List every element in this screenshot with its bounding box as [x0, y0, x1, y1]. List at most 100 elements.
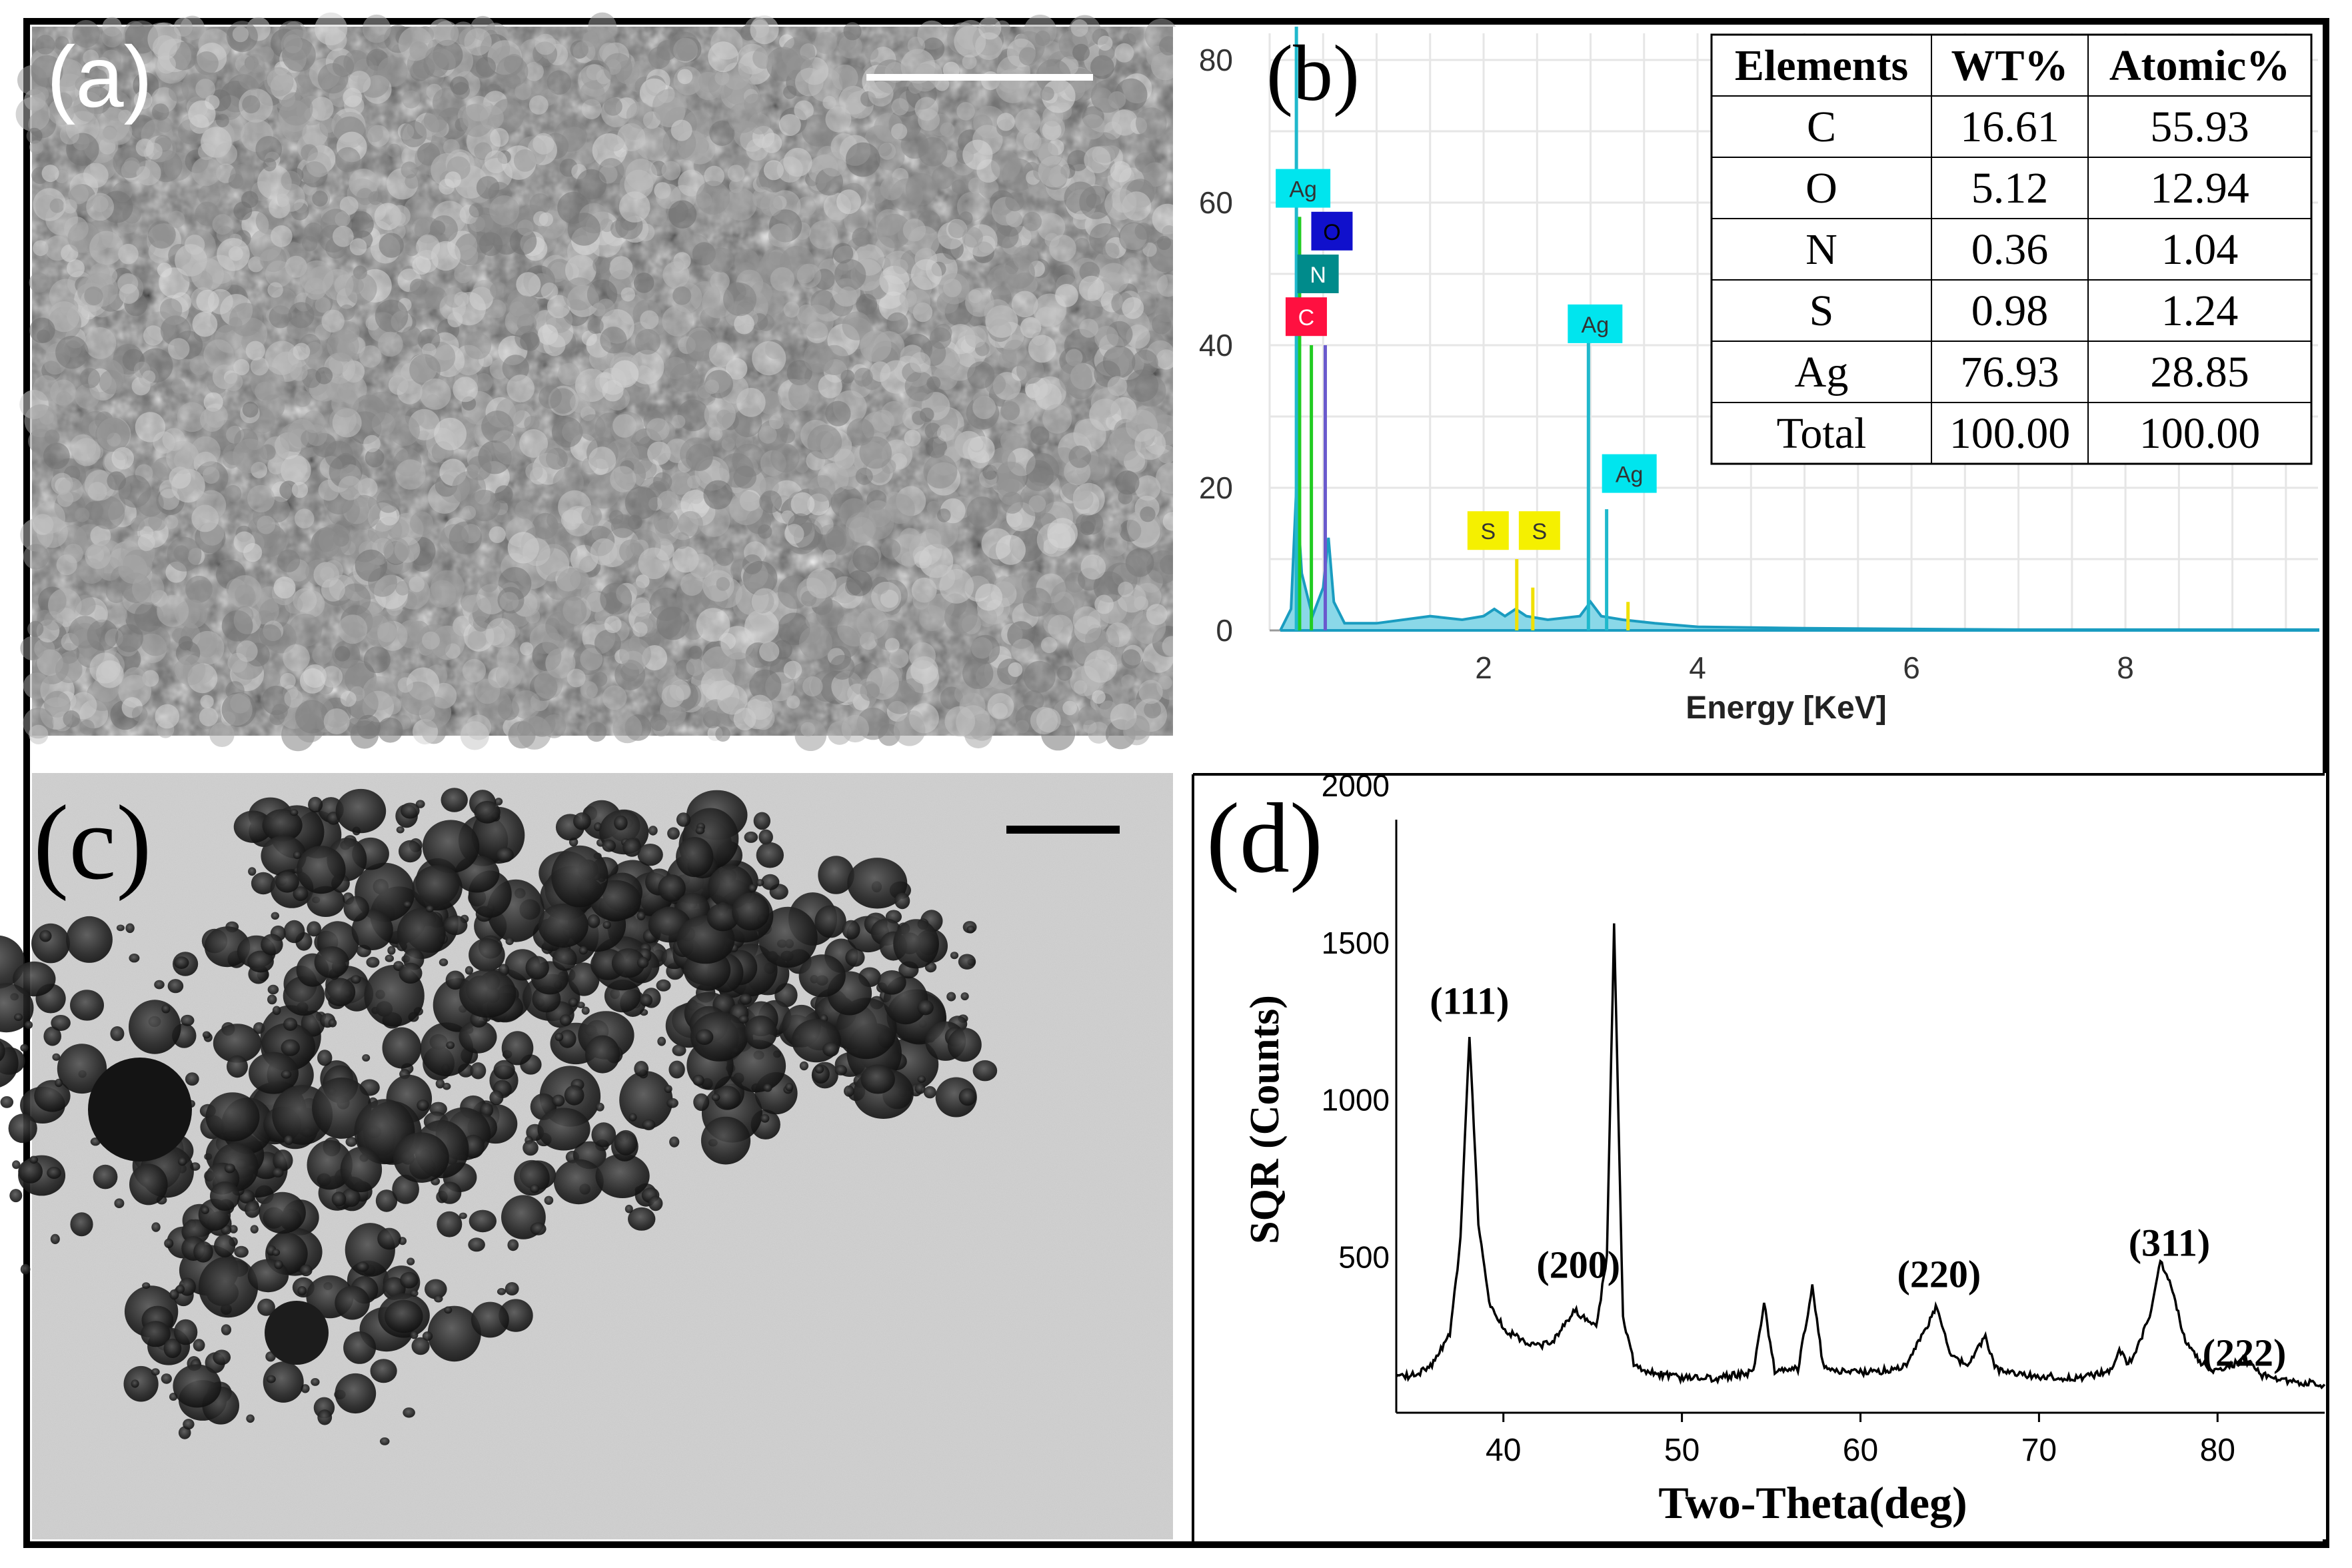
sem-grain [618, 191, 650, 223]
tem-particle [116, 924, 125, 932]
tem-particle [403, 1407, 415, 1418]
tem-particle [249, 1052, 299, 1094]
sem-grain [180, 15, 205, 41]
sem-grain [33, 501, 65, 534]
sem-grain [786, 695, 800, 709]
sem-grain [29, 140, 43, 155]
sem-grain [401, 326, 422, 347]
tem-particle [272, 1249, 281, 1256]
sem-grain [317, 63, 349, 94]
sem-grain [723, 283, 756, 317]
eds-element-marker-label: Ag [1289, 177, 1317, 203]
tem-particle [141, 1321, 171, 1347]
sem-grain [542, 632, 565, 656]
sem-grain [318, 479, 340, 501]
sem-grain [434, 417, 467, 450]
sem-grain [547, 70, 572, 95]
tem-particle [763, 1084, 772, 1092]
sem-grain [846, 570, 872, 596]
sem-grain [420, 696, 451, 728]
tem-particle [756, 842, 784, 868]
tem-particle [894, 892, 910, 910]
tem-particle [744, 1016, 777, 1050]
sem-grain [677, 69, 693, 85]
sem-grain [1058, 361, 1093, 395]
sem-grain [245, 54, 265, 73]
sem-grain [175, 654, 206, 686]
sem-grain [780, 411, 795, 425]
sem-grain [956, 102, 975, 121]
sem-grain [486, 618, 516, 648]
tem-particle [495, 798, 503, 806]
eds-element-marker [1285, 297, 1327, 337]
tem-particle [505, 937, 514, 946]
tem-particle [692, 1074, 704, 1086]
tem-particle [248, 867, 257, 876]
sem-grain [281, 171, 301, 191]
sem-grain [509, 227, 537, 255]
sem-grain [59, 125, 80, 145]
sem-grain [1162, 225, 1176, 240]
sem-grain [425, 46, 449, 71]
tem-particle [163, 1338, 182, 1358]
tem-large-particle [265, 1301, 329, 1365]
sem-grain [806, 568, 837, 599]
sem-grain [288, 613, 322, 647]
tem-particle [695, 826, 705, 834]
sem-grain [832, 445, 864, 477]
sem-grain [539, 212, 554, 227]
sem-grain [852, 227, 871, 247]
sem-grain [96, 660, 124, 688]
sem-grain [1062, 700, 1077, 716]
sem-grain [620, 287, 635, 302]
sem-grain [795, 459, 809, 473]
sem-grain [185, 575, 213, 603]
sem-grain [140, 626, 171, 656]
sem-grain [200, 694, 214, 709]
sem-grain [217, 238, 250, 271]
sem-grain [668, 200, 697, 229]
tem-particle [474, 800, 501, 824]
sem-grain [742, 560, 778, 596]
sem-grain [215, 143, 238, 165]
tem-particle [614, 815, 628, 830]
sem-grain [318, 524, 351, 557]
tem-particle [459, 1212, 467, 1219]
tem-particle [261, 934, 283, 956]
sem-grain [937, 424, 954, 442]
sem-grain [265, 260, 293, 288]
tem-particle [798, 954, 846, 998]
sem-grain [292, 74, 313, 95]
tem-particle [335, 1285, 370, 1320]
sem-grain [752, 341, 786, 376]
sem-grain [250, 357, 269, 376]
sem-grain [880, 177, 904, 201]
sem-grain [796, 197, 816, 217]
sem-grain [686, 658, 704, 676]
sem-grain [87, 482, 107, 501]
sem-grain [783, 660, 802, 680]
tem-particle [410, 1331, 419, 1339]
table-cell: 5.12 [1971, 164, 2049, 213]
sem-grain [1135, 475, 1161, 501]
sem-grain [1091, 87, 1113, 109]
sem-grain [449, 521, 482, 554]
sem-grain [938, 273, 970, 305]
tem-particle [377, 1227, 401, 1250]
sem-grain [600, 218, 614, 233]
sem-grain [832, 64, 858, 91]
sem-grain [221, 692, 257, 727]
sem-grain [752, 47, 775, 69]
sem-grain [265, 341, 299, 375]
sem-grain [409, 354, 441, 386]
tem-particle [935, 1077, 977, 1118]
sem-grain [1049, 235, 1076, 262]
tem-particle [648, 1195, 663, 1211]
sem-grain [543, 334, 566, 357]
sem-grain [445, 171, 461, 188]
tem-particle [29, 1156, 39, 1164]
tem-particle [960, 992, 969, 1001]
sem-grain [634, 329, 661, 355]
tem-particle [257, 1298, 275, 1316]
tem-particle [250, 1225, 259, 1233]
